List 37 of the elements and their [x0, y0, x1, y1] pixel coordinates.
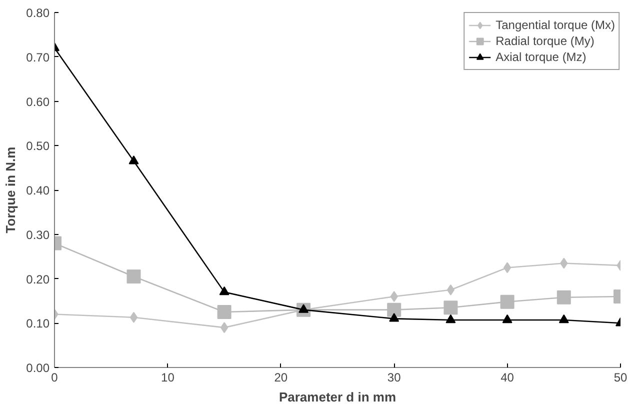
legend-label: Tangential torque (Mx) — [496, 17, 615, 33]
point — [387, 302, 402, 317]
x-tick-label: 40 — [500, 370, 514, 384]
x-tick-label: 0 — [51, 370, 58, 384]
y-tick-label: 0.00 — [26, 361, 50, 375]
point — [220, 322, 228, 334]
point — [446, 284, 455, 296]
point — [558, 314, 569, 324]
legend-label: Axial torque (Mz) — [496, 49, 586, 65]
point — [219, 286, 230, 296]
point — [500, 294, 514, 309]
y-tick-label: 0.60 — [26, 94, 50, 109]
legend-label: Radial torque (My) — [496, 33, 594, 49]
point — [217, 305, 232, 320]
x-axis-title: Parameter d in mm — [278, 390, 396, 404]
y-axis-title: Torque in N.m — [3, 146, 18, 234]
y-tick-label: 0.80 — [26, 6, 50, 20]
point — [502, 314, 512, 324]
point — [390, 291, 398, 302]
point — [126, 270, 141, 284]
y-tick-label: 0.50 — [26, 139, 50, 154]
point — [130, 312, 138, 323]
point — [128, 155, 139, 164]
x-tick-label: 30 — [387, 370, 402, 384]
y-tick-label: 0.40 — [26, 184, 50, 198]
x-tick-label: 10 — [161, 370, 175, 384]
x-tick-label: 20 — [274, 370, 288, 384]
point — [444, 300, 458, 315]
point — [556, 290, 571, 304]
y-tick-label: 0.70 — [26, 50, 50, 64]
y-tick-label: 0.30 — [26, 228, 50, 242]
point — [503, 262, 512, 274]
y-tick-label: 0.10 — [26, 316, 50, 331]
point — [446, 314, 456, 324]
y-tick-label: 0.20 — [26, 272, 50, 286]
x-tick-label: 50 — [614, 370, 628, 384]
point — [389, 312, 400, 322]
